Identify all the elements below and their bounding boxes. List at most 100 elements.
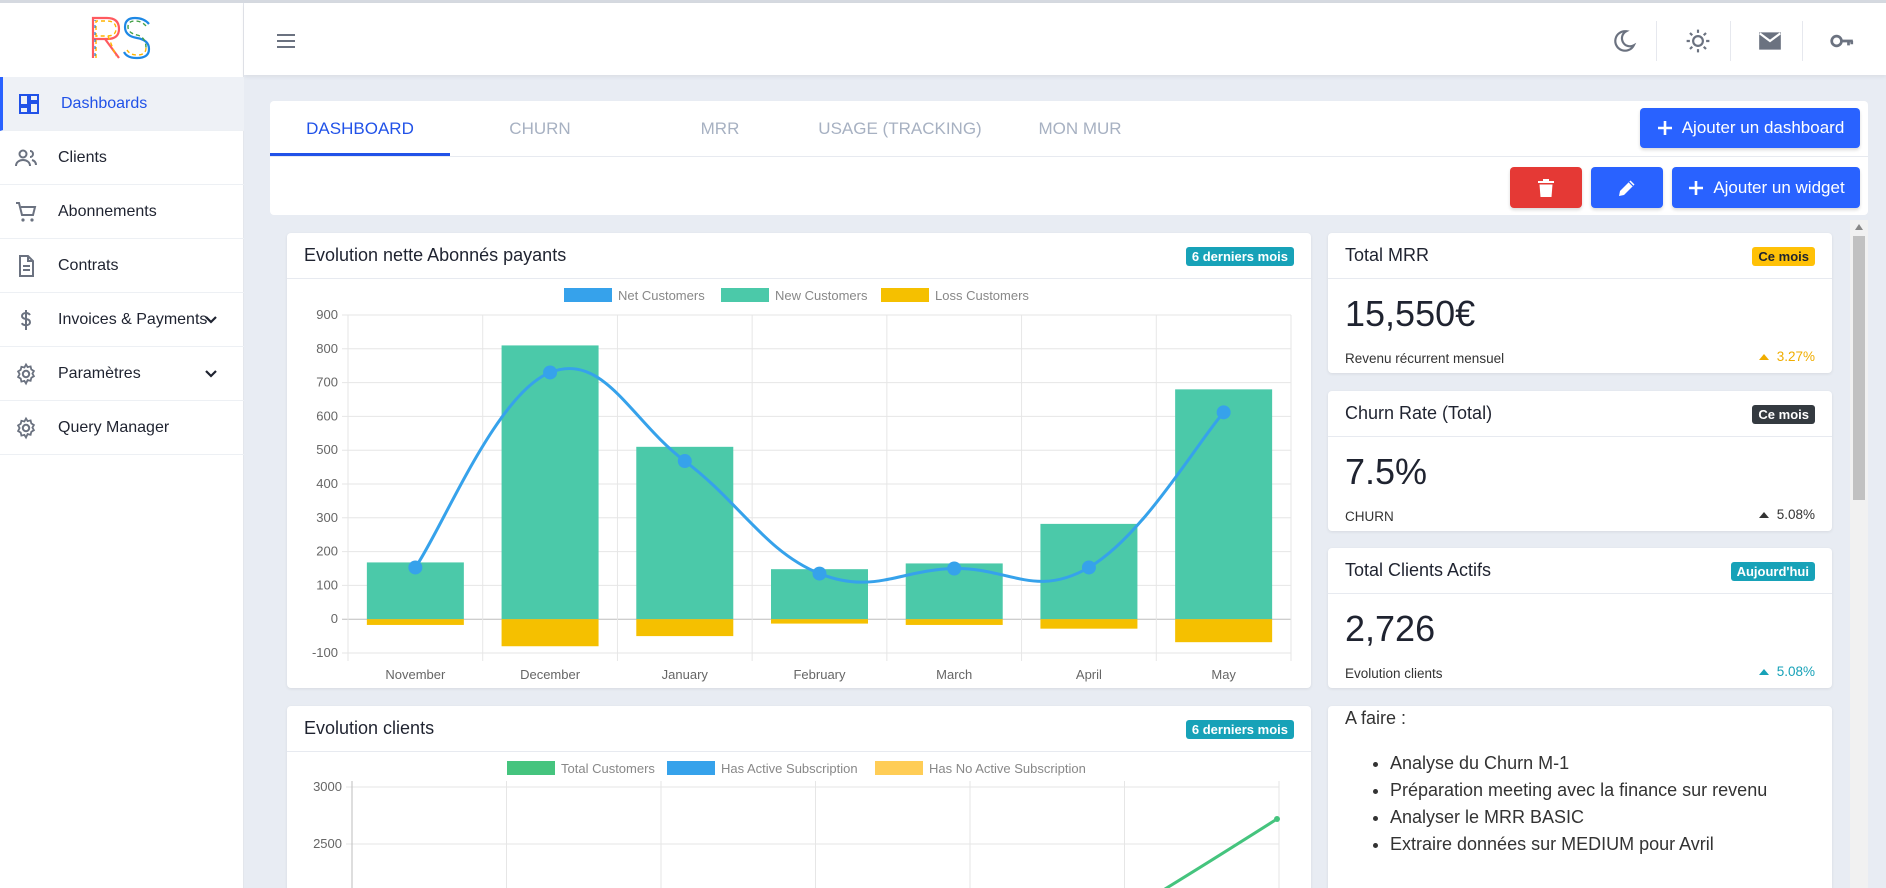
clients-evolution-chart: Total Customers Has Active Subscription Ha… — [313, 761, 1280, 888]
x-tick-label: November — [385, 667, 446, 682]
sidebar-item-dashboards[interactable]: Dashboards — [0, 77, 244, 131]
legend-swatch — [881, 288, 929, 302]
widget-title: Total MRR — [1345, 245, 1430, 265]
plus-icon — [1689, 180, 1704, 195]
legend-swatch — [507, 761, 555, 775]
bar-new-customers — [501, 345, 599, 620]
bar-loss-customers — [366, 619, 464, 625]
sidebar-item-label: Paramètres — [58, 365, 141, 382]
legend-label: New Customers — [775, 288, 868, 303]
period-badge: Ce mois — [1752, 405, 1815, 424]
header-separator — [1802, 21, 1803, 61]
x-tick-label: February — [793, 667, 846, 682]
delete-button[interactable] — [1510, 167, 1582, 208]
trend-up-icon — [1758, 668, 1769, 675]
edit-button[interactable] — [1591, 167, 1663, 208]
dashboard-tabs-card: DASHBOARD CHURN MRR USAGE (TRACKING) MON… — [270, 101, 1868, 215]
y-tick-label: 200 — [316, 544, 338, 559]
scroll-up-icon[interactable] — [1855, 224, 1863, 230]
sun-icon[interactable] — [1685, 28, 1711, 54]
kpi-value: 7.5% — [1345, 451, 1428, 492]
widget-header-divider — [1328, 436, 1832, 437]
bar-new-customers — [636, 446, 734, 620]
scrollbar[interactable] — [1850, 220, 1868, 888]
legend-swatch — [875, 761, 923, 775]
churn-rate-widget: Churn Rate (Total) Ce mois 7.5% CHURN 5.… — [1328, 391, 1832, 531]
add-dashboard-label: Ajouter un dashboard — [1681, 118, 1845, 137]
key-icon[interactable] — [1829, 28, 1855, 54]
kpi-label: Revenu récurrent mensuel — [1345, 351, 1505, 366]
x-tick-label: January — [662, 667, 709, 682]
moon-icon[interactable] — [1611, 28, 1637, 54]
users-icon — [15, 149, 37, 167]
todo-list: Analyse du Churn M-1 Préparation meeting… — [1390, 750, 1767, 858]
sidebar-item-query-manager[interactable]: Query Manager — [0, 401, 244, 455]
widget-header-divider — [1328, 278, 1832, 279]
todo-item: Préparation meeting avec la finance sur … — [1390, 777, 1767, 804]
legend-label: Has Active Subscription — [721, 761, 858, 776]
bar-loss-customers — [1175, 619, 1273, 643]
document-icon — [19, 255, 34, 277]
mail-icon[interactable] — [1757, 28, 1783, 54]
tab-mon-mur[interactable]: MON MUR — [1038, 119, 1122, 138]
kpi-label: CHURN — [1345, 509, 1394, 524]
y-tick-label: 800 — [316, 341, 338, 356]
sidebar: Dashboards Clients Abonnements Contrats … — [0, 3, 244, 888]
x-tick-label: April — [1076, 667, 1102, 682]
kpi-value: 2,726 — [1345, 608, 1436, 649]
active-clients-widget: Total Clients Actifs Aujourd'hui 2,726 E… — [1328, 548, 1832, 688]
add-dashboard-button[interactable]: Ajouter un dashboard — [1640, 108, 1860, 148]
widget-header-divider — [1328, 593, 1832, 594]
net-subscribers-widget: Evolution nette Abonnés payants 6 dernie… — [287, 233, 1311, 688]
tab-usage-tracking[interactable]: USAGE (TRACKING) — [818, 119, 982, 138]
point-net-customers — [947, 561, 962, 576]
plus-icon — [1657, 121, 1672, 135]
dashboard-icon — [19, 94, 39, 114]
scrollbar-thumb[interactable] — [1853, 236, 1865, 500]
bar-loss-customers — [501, 619, 599, 647]
sidebar-item-label: Contrats — [58, 257, 119, 274]
series-line-total-customers — [1163, 817, 1278, 888]
sidebar-item-label: Abonnements — [58, 203, 157, 220]
bar-loss-customers — [1040, 619, 1138, 629]
tabs-divider — [270, 156, 1868, 157]
legend-swatch — [564, 288, 612, 302]
trash-icon — [1538, 178, 1554, 197]
point-net-customers — [812, 566, 827, 581]
tab-dashboard[interactable]: DASHBOARD — [270, 101, 450, 156]
point-net-customers — [543, 365, 558, 380]
sidebar-item-clients[interactable]: Clients — [0, 131, 244, 185]
point-total-customers — [1274, 816, 1280, 822]
app-logo[interactable] — [0, 3, 243, 73]
sidebar-item-label: Query Manager — [58, 419, 170, 436]
todo-title: A faire : — [1345, 708, 1407, 728]
todo-widget: A faire : Analyse du Churn M-1 Préparati… — [1328, 706, 1832, 888]
x-tick-label: March — [936, 667, 972, 682]
tab-mrr[interactable]: MRR — [700, 119, 740, 138]
widget-title: Evolution clients — [304, 718, 435, 738]
period-badge: Aujourd'hui — [1730, 562, 1815, 581]
legend-label: Total Customers — [561, 761, 655, 776]
kpi-delta-value: 3.27% — [1776, 349, 1815, 364]
sidebar-item-parametres[interactable]: Paramètres — [0, 347, 244, 401]
period-badge: 6 derniers mois — [1185, 720, 1294, 739]
widget-title: Evolution nette Abonnés payants — [304, 245, 567, 265]
sidebar-item-contrats[interactable]: Contrats — [0, 239, 244, 293]
add-widget-button[interactable]: Ajouter un widget — [1672, 167, 1860, 208]
y-tick-label: 300 — [316, 510, 338, 525]
bar-loss-customers — [905, 619, 1003, 625]
top-header — [244, 3, 1886, 75]
sidebar-item-invoices[interactable]: Invoices & Payments — [0, 293, 244, 347]
hamburger-menu-icon[interactable] — [274, 29, 298, 53]
header-separator — [1730, 21, 1731, 61]
cart-icon — [16, 202, 37, 222]
y-tick-label: 400 — [316, 476, 338, 491]
tab-churn[interactable]: CHURN — [509, 119, 571, 138]
kpi-delta-value: 5.08% — [1776, 507, 1815, 522]
y-tick-label: 600 — [316, 408, 338, 423]
chevron-down-icon[interactable] — [201, 310, 221, 330]
chevron-down-icon[interactable] — [201, 364, 221, 384]
sidebar-item-label: Invoices & Payments — [58, 311, 208, 328]
bar-new-customers — [1175, 389, 1273, 620]
sidebar-item-abonnements[interactable]: Abonnements — [0, 185, 244, 239]
